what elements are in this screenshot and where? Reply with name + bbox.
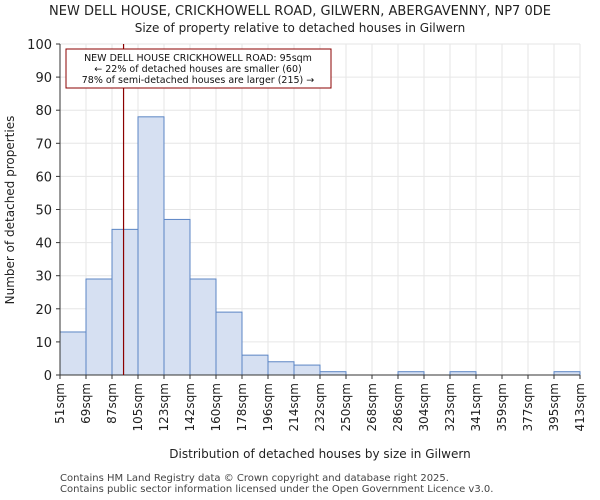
- y-tick-label: 70: [35, 137, 52, 152]
- annotation-box: [65, 48, 332, 89]
- x-tick-label: 250sqm: [339, 383, 353, 431]
- annotation-line-1: NEW DELL HOUSE CRICKHOWELL ROAD: 95sqm: [84, 53, 312, 64]
- x-tick-label: 87sqm: [105, 383, 119, 424]
- x-tick-label: 395sqm: [547, 383, 561, 431]
- chart-title: NEW DELL HOUSE, CRICKHOWELL ROAD, GILWER…: [49, 4, 551, 19]
- y-tick-label: 20: [35, 303, 52, 318]
- x-tick-label: 51sqm: [53, 383, 67, 424]
- x-tick-label: 69sqm: [79, 383, 93, 424]
- x-tick-label: 323sqm: [443, 383, 457, 431]
- y-tick-label: 60: [35, 170, 52, 185]
- x-tick-label: 341sqm: [469, 383, 483, 431]
- x-tick-label: 196sqm: [261, 383, 275, 431]
- bar: [267, 361, 295, 376]
- chart-subtitle: Size of property relative to detached ho…: [135, 21, 466, 35]
- bar: [241, 354, 269, 376]
- annotation-line-3: 78% of semi-detached houses are larger (…: [82, 75, 315, 86]
- y-axis-label: Number of detached properties: [3, 116, 17, 305]
- x-tick-label: 304sqm: [417, 383, 431, 431]
- bar: [293, 364, 321, 376]
- bar: [111, 228, 139, 376]
- y-tick-label: 40: [35, 237, 52, 252]
- bar: [137, 116, 165, 376]
- x-tick-label: 232sqm: [313, 383, 327, 431]
- bar: [215, 311, 243, 376]
- y-tick-label: 30: [35, 270, 52, 285]
- x-tick-label: 214sqm: [287, 383, 301, 431]
- x-tick-label: 123sqm: [157, 383, 171, 431]
- x-tick-label: 142sqm: [183, 383, 197, 431]
- y-tick-label: 100: [27, 38, 52, 53]
- footer-line-2: Contains public sector information licen…: [60, 484, 494, 495]
- x-tick-label: 286sqm: [391, 383, 405, 431]
- bar: [189, 278, 217, 376]
- y-tick-label: 50: [35, 204, 52, 219]
- x-tick-label: 268sqm: [365, 383, 379, 431]
- x-tick-label: 105sqm: [131, 383, 145, 431]
- x-tick-label: 377sqm: [521, 383, 535, 431]
- x-axis-label: Distribution of detached houses by size …: [169, 447, 470, 461]
- x-tick-label: 160sqm: [209, 383, 223, 431]
- bar: [163, 218, 191, 376]
- bar: [59, 331, 87, 376]
- x-tick-label: 413sqm: [573, 383, 587, 431]
- y-tick-label: 90: [35, 71, 52, 86]
- x-tick-label: 178sqm: [235, 383, 249, 431]
- bar: [85, 278, 113, 376]
- y-tick-label: 0: [44, 369, 52, 384]
- y-tick-label: 10: [35, 336, 52, 351]
- footer-line-1: Contains HM Land Registry data © Crown c…: [60, 473, 449, 484]
- x-tick-label: 359sqm: [495, 383, 509, 431]
- y-tick-label: 80: [35, 104, 52, 119]
- annotation-line-2: ← 22% of detached houses are smaller (60…: [94, 64, 301, 75]
